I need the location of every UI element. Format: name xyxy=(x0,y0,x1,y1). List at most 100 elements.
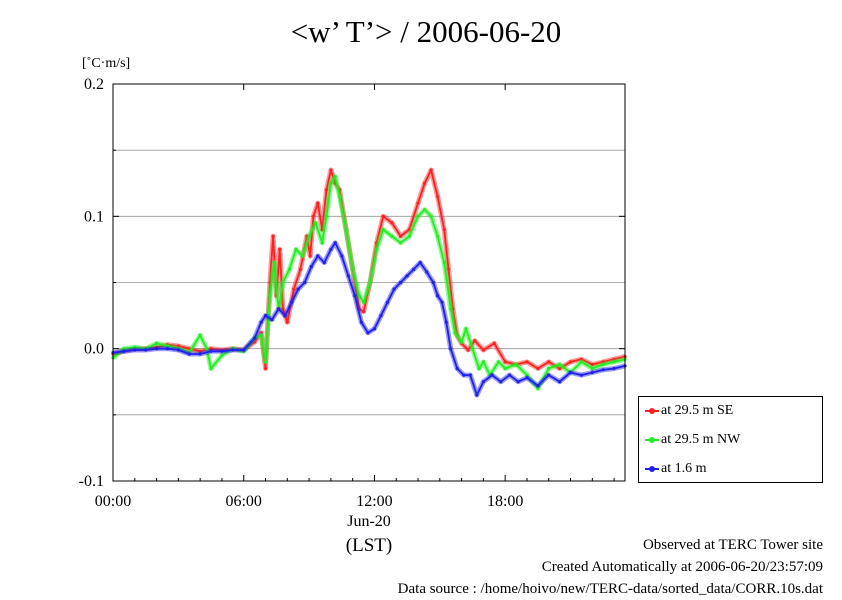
y-tick-label: 0.0 xyxy=(84,341,104,358)
data-point xyxy=(440,300,444,304)
footer: Observed at TERC Tower site Created Auto… xyxy=(398,534,823,600)
data-point xyxy=(481,380,485,384)
data-point xyxy=(271,234,275,238)
data-point xyxy=(292,287,296,291)
data-point xyxy=(268,294,272,298)
data-point xyxy=(198,333,202,337)
data-point xyxy=(242,348,246,352)
data-point xyxy=(133,345,137,349)
data-point xyxy=(220,353,224,357)
data-point xyxy=(259,333,263,337)
data-point xyxy=(516,380,520,384)
data-point xyxy=(329,247,333,251)
data-point xyxy=(220,349,224,353)
data-point xyxy=(294,247,298,251)
data-point xyxy=(329,168,333,172)
legend-item: at 1.6 m xyxy=(645,460,707,478)
data-point xyxy=(362,300,366,304)
data-point xyxy=(372,327,376,331)
data-point xyxy=(436,234,440,238)
footer-source-line: Data source : /home/hoivo/new/TERC-data/… xyxy=(397,581,823,597)
data-point xyxy=(122,349,126,353)
data-point xyxy=(308,254,312,258)
series-halo-0 xyxy=(112,167,626,371)
data-point xyxy=(281,307,285,311)
data-point xyxy=(536,386,540,390)
data-point xyxy=(503,366,507,371)
data-point xyxy=(558,362,562,367)
data-point xyxy=(329,181,333,185)
data-point xyxy=(285,320,289,324)
data-point xyxy=(429,214,433,218)
axis-ticks: -0.1 0.0 0.1 0.2 00:00 06:00 12:00 18:00 xyxy=(79,76,625,510)
data-point xyxy=(351,267,355,271)
data-point xyxy=(399,280,403,285)
data-point xyxy=(481,360,485,364)
data-point xyxy=(309,265,313,269)
data-point xyxy=(418,261,422,265)
legend-swatch xyxy=(645,435,659,445)
data-point xyxy=(451,307,455,311)
data-point xyxy=(133,348,137,352)
data-point xyxy=(601,360,605,364)
x-tick-label: 12:00 xyxy=(356,493,392,510)
data-point xyxy=(385,300,390,304)
data-point xyxy=(300,254,305,258)
legend-swatch xyxy=(645,464,659,474)
data-point xyxy=(525,376,529,380)
series-line-0 xyxy=(112,169,626,370)
data-point xyxy=(314,221,318,225)
data-point xyxy=(298,267,302,271)
data-point xyxy=(425,270,429,274)
data-point xyxy=(322,261,326,265)
data-point xyxy=(536,384,540,388)
data-point xyxy=(270,318,274,322)
legend-item: at 29.5 m SE xyxy=(645,402,733,420)
data-point xyxy=(278,247,282,251)
data-point xyxy=(405,274,409,278)
data-point xyxy=(320,228,324,232)
data-point xyxy=(455,366,459,371)
data-point xyxy=(416,201,420,205)
data-point xyxy=(499,380,503,384)
data-point xyxy=(442,228,446,232)
data-point xyxy=(612,360,616,364)
data-point xyxy=(429,168,433,172)
data-point xyxy=(176,344,180,348)
data-point xyxy=(381,228,385,232)
data-point xyxy=(155,341,159,345)
data-point xyxy=(359,320,363,324)
legend-label: at 29.5 m SE xyxy=(661,403,734,418)
data-point xyxy=(579,360,584,364)
data-point xyxy=(464,327,468,331)
data-point xyxy=(436,194,440,199)
legend-label: at 1.6 m xyxy=(661,461,707,476)
data-point xyxy=(399,241,403,245)
data-point xyxy=(507,373,512,377)
data-point xyxy=(272,261,276,265)
data-point xyxy=(503,360,507,364)
data-point xyxy=(253,336,257,340)
data-point xyxy=(399,234,403,238)
footer-observed-line: Observed at TERC Tower site xyxy=(642,537,823,553)
data-point xyxy=(442,261,446,265)
data-point xyxy=(333,175,337,179)
data-point xyxy=(362,310,366,314)
data-point xyxy=(481,348,485,352)
data-point xyxy=(497,360,501,364)
data-point xyxy=(590,370,594,375)
data-point xyxy=(253,340,257,344)
data-point xyxy=(277,307,281,311)
data-point xyxy=(187,347,191,351)
x-tick-label: 18:00 xyxy=(487,493,523,510)
data-point xyxy=(468,373,472,377)
data-point xyxy=(590,366,594,371)
data-point xyxy=(492,341,496,345)
data-point xyxy=(187,352,191,356)
data-point xyxy=(209,347,213,351)
data-point xyxy=(460,340,464,344)
data-point xyxy=(259,331,263,335)
data-point xyxy=(453,331,457,335)
data-point xyxy=(165,347,170,351)
data-point xyxy=(536,366,540,371)
